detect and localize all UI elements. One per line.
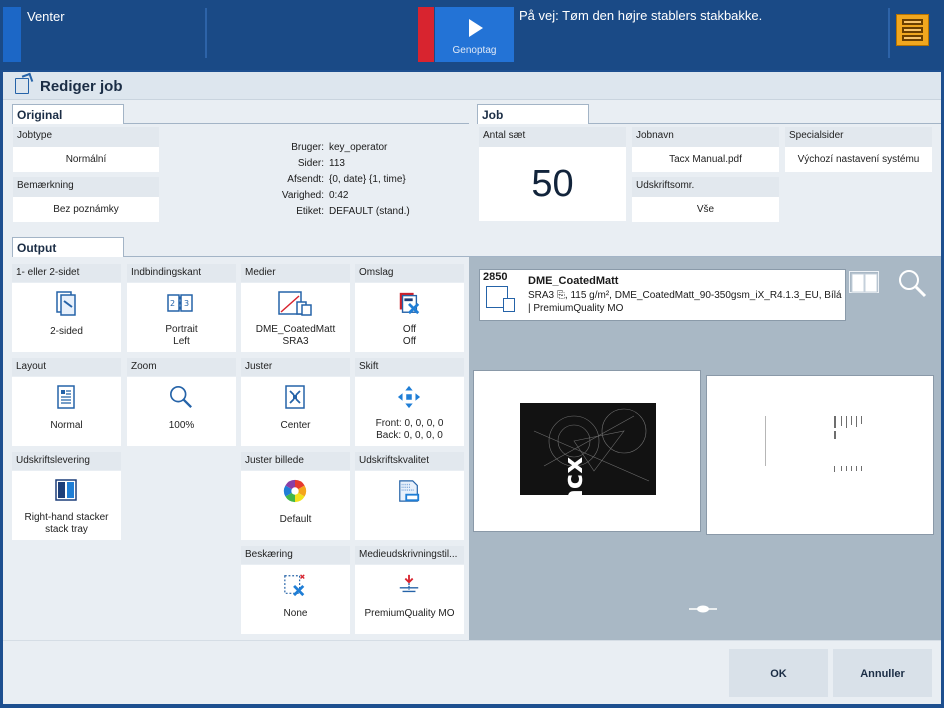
edit-job-window: Rediger job Original Jobtype Normální Be… [3, 72, 941, 704]
layout-label: Layout [12, 358, 121, 376]
cancel-button[interactable]: Annuller [833, 649, 932, 697]
zoom-icon [170, 386, 192, 408]
media-icon [486, 286, 508, 308]
page-slider-handle[interactable] [687, 604, 719, 614]
media-tile[interactable]: DME_CoatedMatt SRA3 [241, 283, 350, 352]
info-duration: Varighed: 0:42 [281, 190, 349, 201]
tab-job[interactable]: Job [477, 104, 589, 124]
status-message: På vej: Tøm den højre stablers stakbakke… [519, 8, 763, 23]
svg-text:3: 3 [184, 299, 189, 308]
error-indicator [418, 7, 434, 62]
preview-zoom-icon[interactable] [897, 268, 927, 298]
sets-label: Antal sæt [479, 127, 626, 147]
cover-image: Tacx [520, 403, 656, 521]
media-name: DME_CoatedMatt [528, 275, 619, 287]
sides-label: 1- eller 2-sidet [12, 264, 121, 282]
media-label: Medier [241, 264, 350, 282]
media-icon [278, 291, 312, 316]
remark-label: Bemærkning [13, 177, 159, 197]
delivery-tile[interactable]: Right-hand stacker stack tray [12, 471, 121, 540]
jobname-field[interactable]: Tacx Manual.pdf [632, 147, 779, 172]
dialog-title: Rediger job [40, 78, 123, 95]
sides-tile[interactable]: 2-sided [12, 283, 121, 352]
info-sent: Afsendt: {0, date} {1, time} [287, 174, 406, 185]
media-print-settings-icon [399, 574, 419, 593]
edit-document-icon [15, 78, 29, 94]
media-print-tile[interactable]: PremiumQuality MO [355, 565, 464, 634]
crop-label: Beskæring [241, 546, 350, 564]
jobname-label: Jobnavn [632, 127, 779, 147]
cover-label: Omslag [355, 264, 464, 282]
quality-label: Udskriftskvalitet [355, 452, 464, 470]
dialog-title-bar: Rediger job [3, 72, 941, 100]
stacker-tray-icon [55, 479, 77, 501]
layout-tile[interactable]: Normal [12, 377, 121, 446]
binding-label: Indbindingskant [127, 264, 236, 282]
specialpages-label: Specialsider [785, 127, 932, 147]
sets-count[interactable]: 50 [479, 147, 626, 221]
media-print-label: Medieudskrivningstil... [355, 546, 464, 564]
divider [888, 8, 890, 58]
resume-label: Genoptag [452, 45, 497, 56]
quality-tile[interactable] [355, 471, 464, 540]
print-quality-icon [399, 480, 420, 502]
tab-output[interactable]: Output [12, 237, 124, 257]
crop-icon [284, 574, 305, 597]
book-view-icon[interactable] [849, 271, 879, 293]
zoom-tile[interactable]: 100% [127, 377, 236, 446]
color-wheel-icon [283, 479, 307, 503]
shift-tile[interactable]: Front: 0, 0, 0, 0 Back: 0, 0, 0, 0 [355, 377, 464, 446]
svg-text:2: 2 [170, 299, 175, 308]
zoom-label: Zoom [127, 358, 236, 376]
adjust-tile[interactable]: Center [241, 377, 350, 446]
image-adjust-tile[interactable]: Default [241, 471, 350, 540]
tab-original[interactable]: Original [12, 104, 124, 124]
remark-field[interactable]: Bez poznámky [13, 197, 159, 222]
duplex-icon [56, 291, 76, 316]
media-tray-icon [503, 298, 515, 312]
svg-text:Tacx: Tacx [559, 457, 589, 521]
crop-tile[interactable]: None [241, 565, 350, 634]
media-description: SRA3 ⎘, 115 g/m², DME_CoatedMatt_90-350g… [528, 290, 842, 314]
printarea-field[interactable]: Vše [632, 197, 779, 222]
info-pages: Sider: 113 [297, 158, 345, 169]
back-page-image [765, 416, 862, 472]
printer-status-indicator[interactable] [3, 7, 21, 62]
printarea-label: Udskriftsomr. [632, 177, 779, 197]
play-icon [469, 19, 483, 37]
tray-number: 2850 [483, 271, 508, 283]
specialpages-field[interactable]: Výchozí nastavení systému [785, 147, 932, 172]
resume-button[interactable]: Genoptag [435, 7, 514, 62]
info-label: Etiket: DEFAULT (stand.) [296, 206, 410, 217]
dialog-footer: OK Annuller [3, 640, 941, 704]
delivery-label: Udskriftslevering [12, 452, 121, 470]
jobtype-field[interactable]: Normální [13, 147, 159, 172]
divider [205, 8, 207, 58]
page-preview-back[interactable] [706, 375, 934, 535]
page-preview-front[interactable]: Tacx [473, 370, 701, 532]
info-user: Bruger: key_operator [291, 142, 388, 153]
media-info-card[interactable]: 2850 DME_CoatedMatt SRA3 ⎘, 115 g/m², DM… [479, 269, 846, 321]
stack-menu-icon[interactable] [896, 14, 929, 46]
image-adjust-label: Juster billede [241, 452, 350, 470]
cover-off-icon [399, 292, 420, 315]
adjust-label: Juster [241, 358, 350, 376]
cover-tile[interactable]: Off Off [355, 283, 464, 352]
shift-label: Skift [355, 358, 464, 376]
original-section: Original Jobtype Normální Bemærkning Bez… [9, 102, 469, 227]
jobtype-label: Jobtype [13, 127, 159, 147]
layout-icon [57, 385, 75, 409]
ok-button[interactable]: OK [729, 649, 828, 697]
printer-status-text: Venter [27, 9, 65, 24]
top-status-bar: Venter Genoptag På vej: Tøm den højre st… [0, 0, 944, 70]
shift-arrows-icon [397, 385, 421, 409]
center-align-icon [285, 385, 305, 409]
